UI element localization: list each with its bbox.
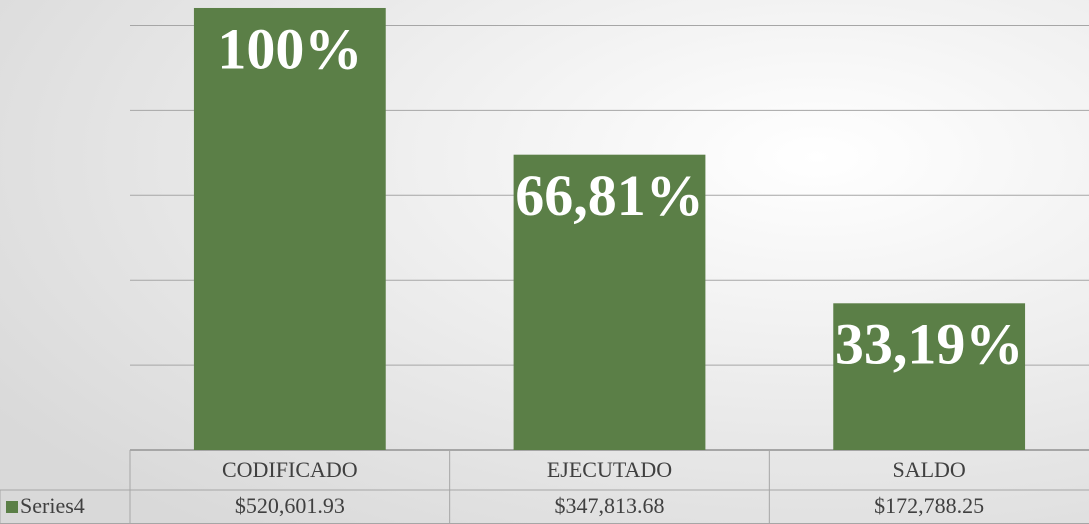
data-label: 66,81% [515, 163, 704, 228]
data-label: 33,19% [835, 312, 1024, 377]
data-table-value: $172,788.25 [874, 493, 984, 518]
legend-label: Series4 [20, 493, 85, 518]
bar [513, 154, 706, 450]
bar [833, 303, 1026, 450]
data-label: 100% [217, 16, 362, 81]
x-tick-label: EJECUTADO [547, 457, 672, 482]
x-tick-label: SALDO [892, 457, 965, 482]
data-table-value: $520,601.93 [235, 493, 345, 518]
bar [193, 7, 386, 451]
legend-key [6, 501, 18, 513]
x-tick-label: CODIFICADO [222, 457, 358, 482]
data-table-value: $347,813.68 [555, 493, 665, 518]
